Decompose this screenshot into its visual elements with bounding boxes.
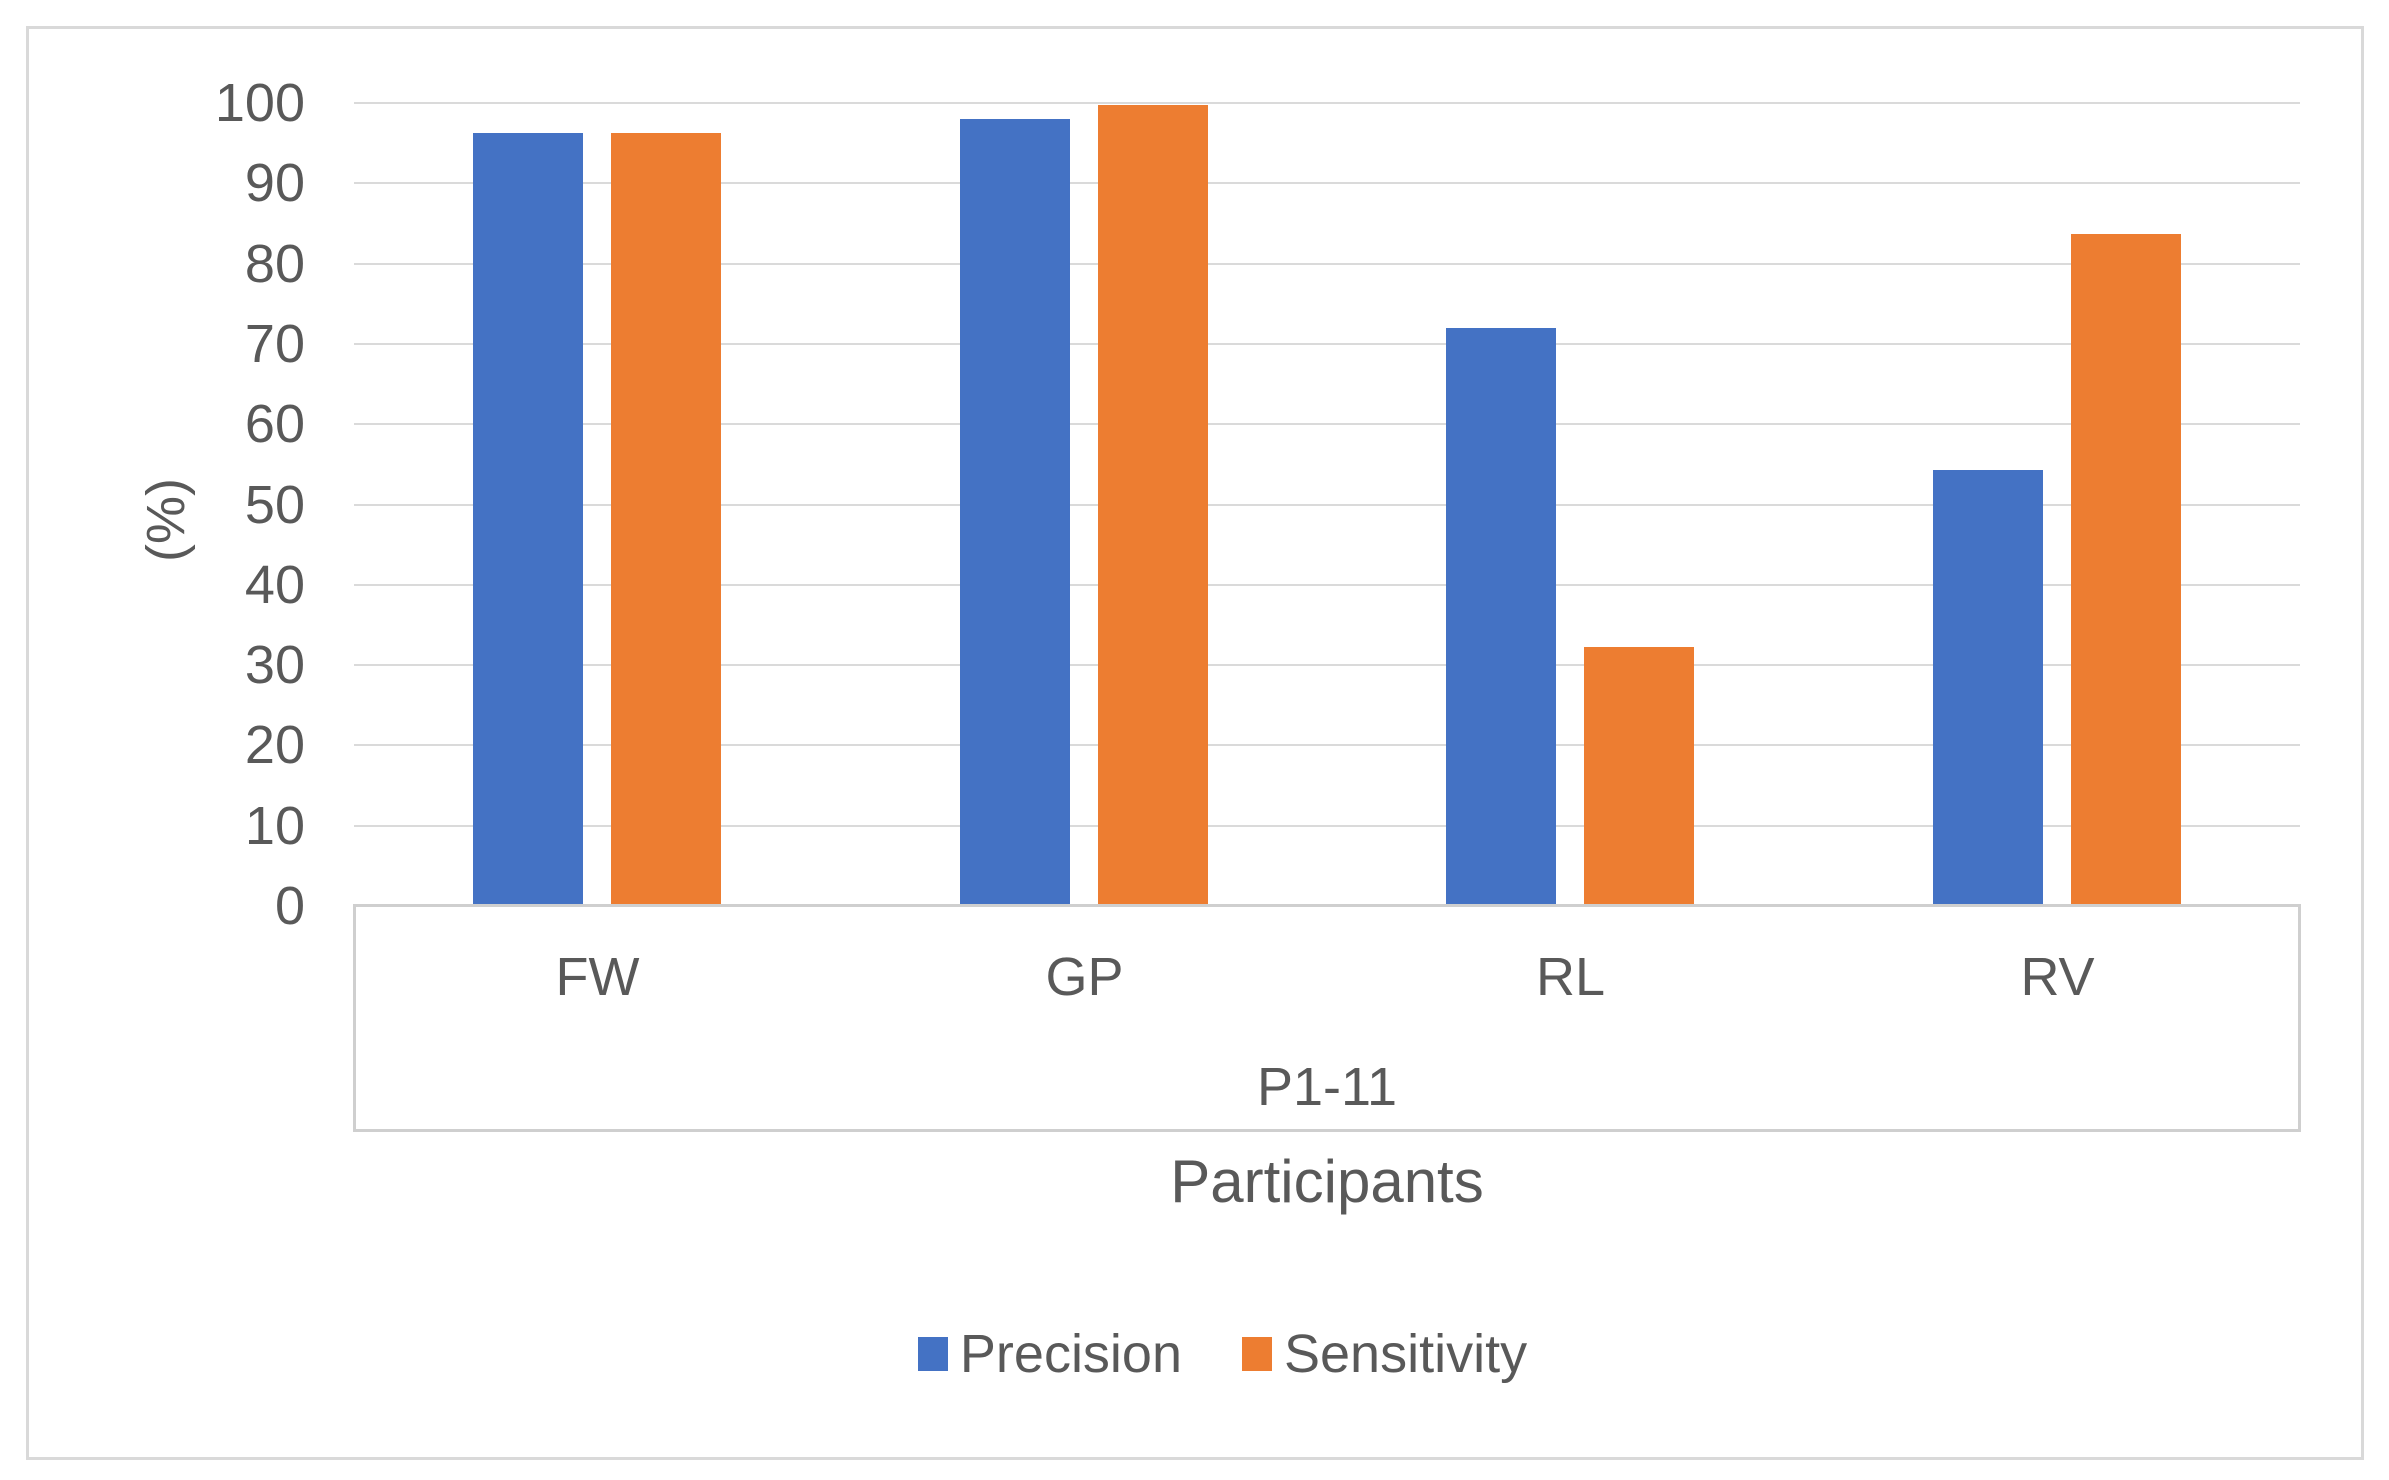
y-tick-label: 40 bbox=[244, 555, 305, 615]
legend-label: Sensitivity bbox=[1284, 1324, 1528, 1384]
y-tick-label: 20 bbox=[244, 715, 305, 775]
gridline bbox=[354, 744, 2300, 746]
bar-precision-fw bbox=[473, 133, 583, 906]
y-tick-label: 60 bbox=[244, 394, 305, 454]
legend-item-sensitivity: Sensitivity bbox=[1242, 1322, 1527, 1386]
bar-precision-gp bbox=[960, 119, 1070, 906]
y-tick-label: 0 bbox=[274, 876, 305, 936]
bar-sensitivity-fw bbox=[611, 133, 721, 906]
gridline bbox=[354, 343, 2300, 345]
x-tick-label-fw: FW bbox=[555, 947, 640, 1007]
category-axis-box bbox=[353, 904, 2301, 1132]
category-group-label: P1-11 bbox=[1256, 1057, 1398, 1117]
x-tick-label-rl: RL bbox=[1535, 947, 1606, 1007]
gridline bbox=[354, 423, 2300, 425]
legend: Precision Sensitivity bbox=[28, 1322, 2389, 1386]
x-axis-title: Participants bbox=[1170, 1148, 1484, 1215]
gridline bbox=[354, 182, 2300, 184]
y-tick-label: 30 bbox=[244, 635, 305, 695]
y-tick-label: 50 bbox=[244, 475, 305, 535]
y-tick-label: 10 bbox=[244, 796, 305, 856]
gridline bbox=[354, 825, 2300, 827]
gridline bbox=[354, 102, 2300, 104]
legend-swatch-sensitivity bbox=[1242, 1337, 1272, 1371]
x-tick-label-gp: GP bbox=[1045, 947, 1124, 1007]
y-tick-label: 70 bbox=[244, 314, 305, 374]
gridline bbox=[354, 584, 2300, 586]
y-tick-label: 90 bbox=[244, 153, 305, 213]
legend-swatch-precision bbox=[917, 1337, 948, 1371]
legend-label: Precision bbox=[959, 1324, 1182, 1384]
bar-precision-rv bbox=[1933, 470, 2043, 906]
bar-sensitivity-rl bbox=[1584, 647, 1694, 906]
y-tick-label: 100 bbox=[214, 73, 305, 133]
bar-sensitivity-rv bbox=[2071, 234, 2181, 906]
gridline bbox=[354, 263, 2300, 265]
gridline bbox=[354, 504, 2300, 506]
bar-sensitivity-gp bbox=[1098, 105, 1208, 906]
y-tick-label: 80 bbox=[244, 234, 305, 294]
x-tick-label-rv: RV bbox=[2020, 947, 2095, 1007]
legend-item-precision: Precision bbox=[917, 1322, 1182, 1386]
gridline bbox=[354, 664, 2300, 666]
bar-precision-rl bbox=[1446, 328, 1556, 906]
